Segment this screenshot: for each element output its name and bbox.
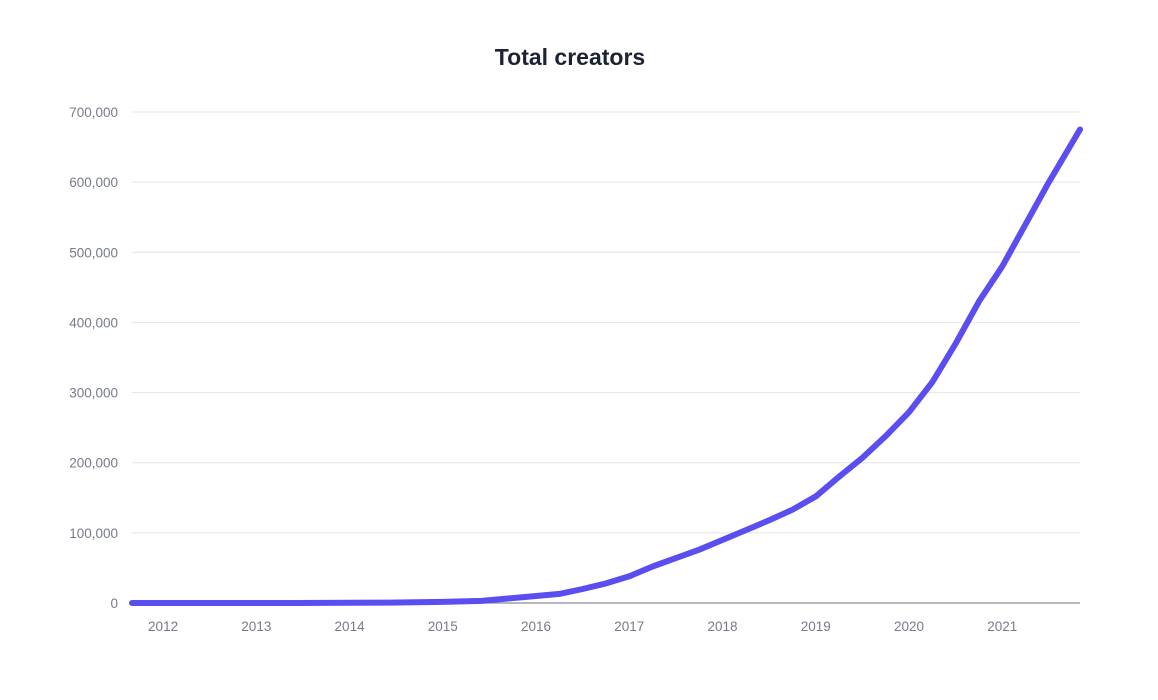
x-tick-label: 2018 — [708, 619, 738, 634]
y-tick-label: 0 — [110, 596, 118, 611]
x-tick-label: 2012 — [148, 619, 178, 634]
y-tick-label: 300,000 — [69, 386, 118, 401]
y-tick-label: 500,000 — [69, 245, 118, 260]
y-tick-label: 100,000 — [69, 526, 118, 541]
y-tick-label: 700,000 — [69, 105, 118, 120]
x-tick-label: 2019 — [801, 619, 831, 634]
x-tick-label: 2015 — [428, 619, 458, 634]
y-tick-label: 400,000 — [69, 315, 118, 330]
x-tick-label: 2021 — [987, 619, 1017, 634]
x-tick-label: 2017 — [614, 619, 644, 634]
x-tick-label: 2013 — [241, 619, 271, 634]
chart-title: Total creators — [494, 44, 646, 70]
y-tick-label: 600,000 — [69, 175, 118, 190]
x-tick-label: 2020 — [894, 619, 924, 634]
series-line — [129, 126, 1083, 606]
x-tick-label: 2014 — [335, 619, 366, 634]
y-tick-label: 200,000 — [69, 456, 118, 471]
x-tick-label: 2016 — [521, 619, 551, 634]
